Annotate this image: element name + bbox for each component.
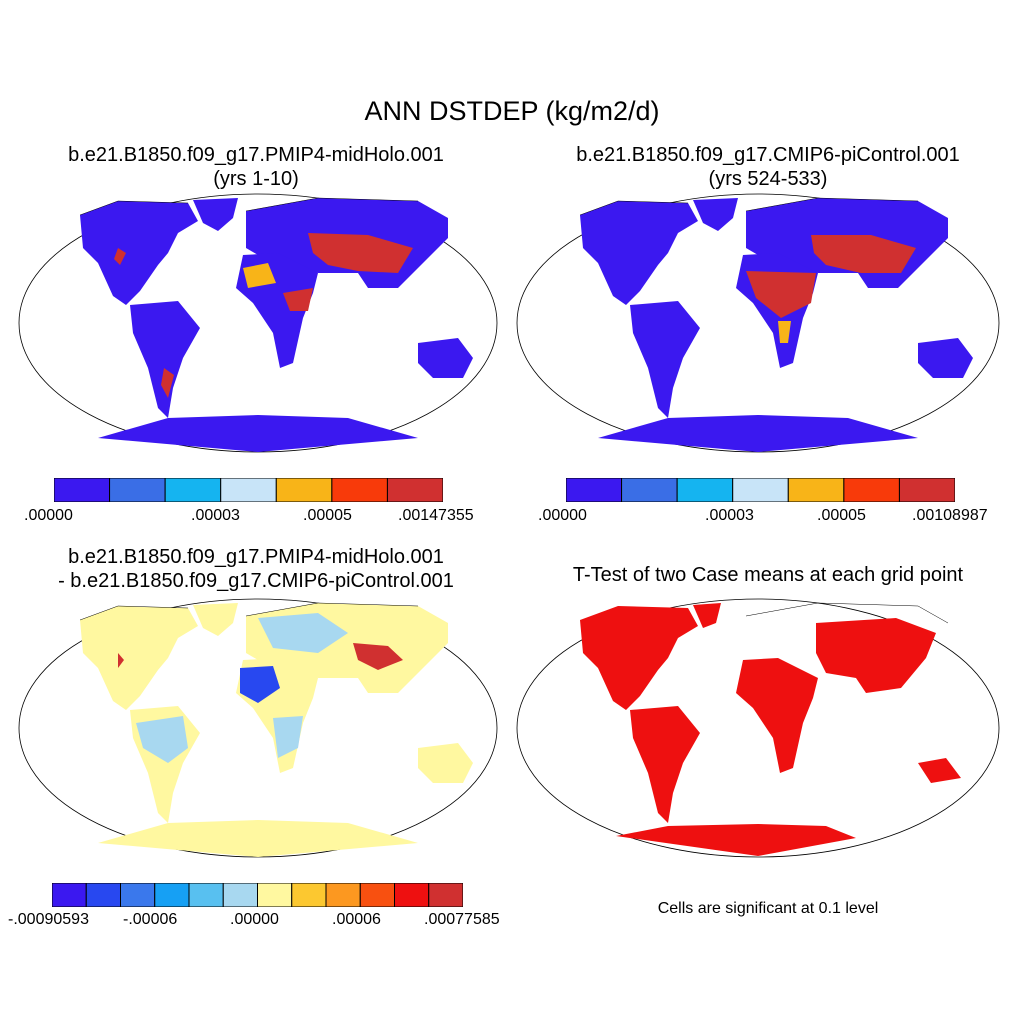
dust-high [746, 235, 916, 318]
panel2-title: b.e21.B1850.f09_g17.CMIP6-piControl.001 … [518, 143, 1018, 191]
colorbar-2 [566, 478, 955, 502]
sig-south-america [630, 706, 700, 823]
sig-africa [736, 658, 818, 773]
cb3-tick-2: .00000 [230, 911, 279, 928]
dust-orange [243, 263, 276, 288]
cb3-swatch-5 [222, 883, 258, 907]
diff-blue [240, 666, 280, 703]
cb1-tick-1: .00003 [191, 507, 240, 524]
cb1-swatch-5 [331, 478, 388, 502]
cb1-swatch-2 [164, 478, 222, 502]
land-south-america [130, 301, 200, 418]
cb3-swatch-8 [325, 883, 361, 907]
coast-lines [79, 602, 419, 621]
panel3-title-line1: b.e21.B1850.f09_g17.PMIP4-midHolo.001 [68, 546, 444, 568]
cb1-swatch-0 [54, 478, 111, 502]
panel2-title-line1: b.e21.B1850.f09_g17.CMIP6-piControl.001 [576, 144, 960, 166]
land-greenland [693, 198, 738, 231]
panel3-title: b.e21.B1850.f09_g17.PMIP4-midHolo.001 - … [8, 545, 504, 593]
cb2-swatch-0 [566, 478, 623, 502]
land-australia [918, 338, 973, 378]
cb1-swatch-4 [275, 478, 333, 502]
panel1-title: b.e21.B1850.f09_g17.PMIP4-midHolo.001 (y… [8, 143, 504, 191]
land-greenland [193, 603, 238, 636]
cb2-swatch-4 [787, 478, 845, 502]
cb1-tick-0: .00000 [24, 507, 73, 524]
land-north-america [580, 201, 698, 305]
sig-greenland [693, 603, 721, 628]
panel2-title-line2: (yrs 524-533) [708, 168, 828, 190]
cb2-swatch-6 [898, 478, 955, 502]
panel3-map [18, 598, 498, 858]
cb2-swatch-2 [676, 478, 734, 502]
cb1-swatch-3 [220, 478, 277, 502]
land-north-america [80, 201, 198, 305]
panel4-title: T-Test of two Case means at each grid po… [572, 564, 964, 586]
cb3-swatch-10 [394, 883, 430, 907]
cb1-tick-3: .00147355 [398, 507, 474, 524]
land-australia [418, 743, 473, 783]
cb3-swatch-9 [359, 883, 395, 907]
sig-antarctica [616, 824, 856, 856]
cb2-tick-0: .00000 [538, 507, 587, 524]
cb3-swatch-6 [257, 883, 293, 907]
diff-light-blue [136, 613, 348, 763]
cb3-swatch-4 [188, 883, 224, 907]
cb2-swatch-3 [732, 478, 789, 502]
cb3-swatch-0 [52, 883, 87, 907]
land-north-america [80, 606, 198, 710]
coast-lines [79, 197, 419, 216]
land-antarctica [598, 415, 918, 452]
land-greenland [193, 198, 238, 231]
land-australia [418, 338, 473, 378]
cb3-tick-4: .00077585 [424, 911, 500, 928]
land-south-america [630, 301, 700, 418]
cb2-swatch-1 [621, 478, 678, 502]
cb1-swatch-6 [386, 478, 443, 502]
cb3-swatch-11 [428, 883, 463, 907]
significance-note: Cells are significant at 0.1 level [657, 900, 879, 917]
land-antarctica [98, 820, 418, 857]
cb3-tick-3: .00006 [332, 911, 381, 928]
cb1-tick-2: .00005 [303, 507, 352, 524]
diff-red [118, 643, 403, 670]
coast-lines [745, 602, 949, 624]
cb2-tick-2: .00005 [817, 507, 866, 524]
cb1-swatch-1 [109, 478, 166, 502]
cb2-tick-1: .00003 [705, 507, 754, 524]
cb3-tick-1: -.00006 [123, 911, 178, 928]
cb2-swatch-5 [843, 478, 900, 502]
panel1-title-line1: b.e21.B1850.f09_g17.PMIP4-midHolo.001 [68, 144, 444, 166]
colorbar-1 [54, 478, 443, 502]
panel1-map [18, 193, 498, 453]
cb3-tick-0: -.00090593 [8, 911, 89, 928]
sig-australia [918, 758, 961, 783]
cb3-swatch-2 [120, 883, 156, 907]
sig-north-america [580, 606, 698, 710]
land-antarctica [98, 415, 418, 452]
coast-lines [579, 197, 919, 216]
dust-high [114, 233, 413, 398]
panel3-title-line2: - b.e21.B1850.f09_g17.CMIP6-piControl.00… [58, 570, 454, 592]
sig-eurasia [816, 618, 936, 693]
dust-orange [778, 321, 791, 343]
panel2-map [516, 193, 1000, 453]
colorbar-3 [52, 883, 463, 907]
cb3-swatch-1 [85, 883, 121, 907]
cb3-swatch-7 [291, 883, 327, 907]
cb2-tick-3: .00108987 [912, 507, 988, 524]
panel4-map [516, 598, 1000, 858]
cb3-swatch-3 [154, 883, 190, 907]
main-title: ANN DSTDEP (kg/m2/d) [364, 96, 660, 126]
panel1-title-line2: (yrs 1-10) [213, 168, 299, 190]
significant-cells [580, 603, 961, 856]
